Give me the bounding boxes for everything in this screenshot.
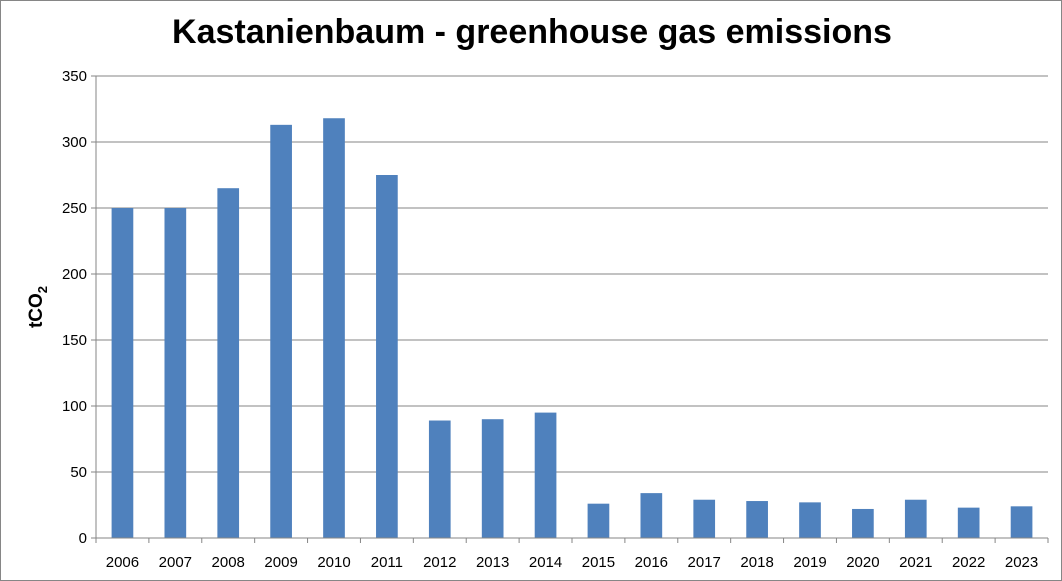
bar-2022 (957, 507, 980, 538)
x-tick-label: 2010 (317, 554, 350, 571)
x-tick-label: 2017 (688, 554, 721, 571)
bar-2006 (111, 208, 134, 538)
x-tick-label: 2011 (371, 554, 403, 571)
x-tick-label: 2019 (793, 554, 826, 571)
x-tick-label: 2016 (635, 554, 668, 571)
x-tick-label: 2012 (423, 554, 456, 571)
bar-2014 (534, 412, 557, 538)
bar-2019 (799, 502, 821, 538)
bar-2012 (428, 420, 451, 538)
bar-2007 (164, 208, 187, 538)
y-tick-label: 50 (70, 464, 87, 481)
y-tick-label: 0 (79, 530, 87, 547)
y-tick-label: 100 (62, 398, 87, 415)
y-tick-label: 200 (62, 266, 87, 283)
x-tick-label: 2015 (582, 554, 615, 571)
x-tick-label: 2006 (106, 554, 139, 571)
bar-2008 (217, 188, 240, 538)
x-tick-label: 2014 (529, 554, 562, 571)
bar-2016 (640, 493, 663, 538)
bar-2023 (1010, 506, 1033, 538)
x-tick-label: 2022 (952, 554, 985, 571)
y-tick-label: 300 (62, 134, 87, 151)
x-tick-label: 2007 (159, 554, 192, 571)
x-tick-label: 2020 (846, 554, 879, 571)
bar-2010 (323, 118, 345, 539)
y-tick-label: 150 (62, 332, 87, 349)
y-tick-label: 350 (62, 68, 87, 85)
chart-title: Kastanienbaum - greenhouse gas emissions (172, 13, 892, 51)
bar-2015 (587, 503, 610, 538)
bar-2011 (376, 175, 398, 538)
label-layer: 0 50 100 150 200 250 300 350 2006 2007 2008 2009 201… (62, 68, 1038, 571)
bar-2017 (693, 499, 716, 538)
x-tick-label: 2018 (740, 554, 773, 571)
bar-2020 (852, 508, 874, 538)
bar-2013 (481, 419, 504, 538)
bar-2009 (270, 124, 292, 538)
bars-layer (111, 118, 1033, 539)
y-tick-label: 250 (62, 200, 87, 217)
axis-layer (91, 75, 1049, 543)
x-tick-label: 2021 (899, 554, 932, 571)
grid-layer (96, 75, 1048, 473)
x-tick-label: 2009 (264, 554, 297, 571)
x-tick-label: 2023 (1005, 554, 1038, 571)
x-tick-label: 2008 (212, 554, 245, 571)
bar-2021 (904, 499, 927, 538)
x-tick-label: 2013 (476, 554, 509, 571)
bar-2018 (746, 501, 768, 538)
